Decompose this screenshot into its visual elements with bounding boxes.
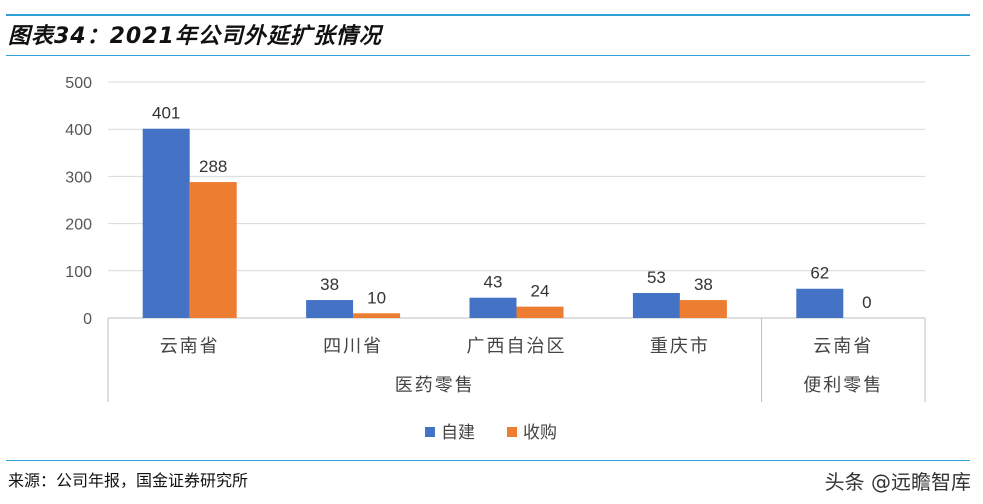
y-tick-label: 100 [65, 264, 92, 281]
bar-chart: 0 100 200 300 400 500 401 288 云南省 38 10 四川省 43 24 广西自治… [65, 75, 926, 443]
legend-label: 自建 [441, 423, 475, 443]
y-tick-label: 0 [83, 311, 92, 328]
data-label: 401 [152, 104, 180, 123]
data-label: 288 [199, 157, 227, 176]
category-label: 广西自治区 [467, 336, 567, 357]
legend-swatch [507, 427, 517, 437]
category-label: 重庆市 [650, 336, 710, 357]
title-rule [6, 55, 970, 56]
group-label: 便利零售 [803, 375, 883, 396]
group-label: 医药零售 [395, 375, 475, 396]
data-label: 38 [320, 275, 339, 294]
watermark: 头条 @远瞻智库 [824, 470, 971, 494]
data-label: 10 [367, 288, 386, 307]
bar-收购 [516, 306, 564, 318]
bottom-rule [6, 460, 970, 461]
data-label: 24 [531, 282, 550, 301]
data-label: 38 [694, 275, 713, 294]
figure-title: 图表34：2021年公司外延扩张情况 [8, 24, 382, 49]
data-label: 43 [484, 273, 503, 292]
bar-收购 [679, 300, 727, 318]
top-rule [6, 14, 970, 16]
category-label: 云南省 [160, 336, 220, 357]
source-note: 来源：公司年报，国金证券研究所 [8, 471, 249, 490]
bar-收购 [353, 313, 401, 318]
y-tick-label: 500 [65, 75, 92, 92]
legend-swatch [425, 427, 435, 437]
y-tick-label: 300 [65, 169, 92, 186]
bar-收购 [189, 182, 237, 318]
bar-自建 [632, 292, 680, 318]
data-label: 53 [647, 268, 666, 287]
bar-自建 [306, 300, 354, 318]
data-label: 62 [810, 264, 829, 283]
category-label: 四川省 [323, 336, 383, 357]
category-label: 云南省 [813, 336, 873, 357]
data-label: 0 [862, 293, 871, 312]
bar-自建 [469, 297, 517, 318]
y-tick-label: 200 [65, 217, 92, 234]
y-tick-label: 400 [65, 122, 92, 139]
bar-自建 [142, 128, 190, 318]
bar-自建 [796, 288, 844, 318]
legend-label: 收购 [523, 423, 557, 443]
